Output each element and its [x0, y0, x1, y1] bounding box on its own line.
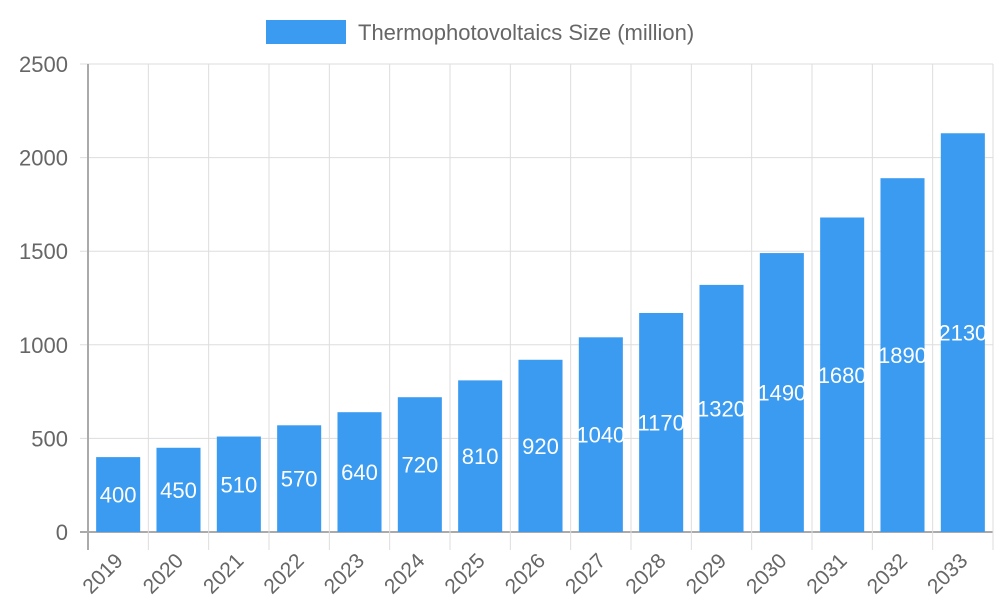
x-tick-label: 2023: [320, 549, 369, 598]
bar: [337, 412, 382, 532]
legend-label: Thermophotovoltaics Size (million): [358, 20, 694, 45]
data-labels: 400 450 510 570 640 720 810 920 1040 1170 1320 1490…: [100, 321, 988, 508]
data-label: 1490: [757, 381, 806, 406]
bar: [518, 359, 563, 532]
bar: [940, 133, 985, 532]
data-label: 570: [281, 467, 318, 492]
data-label: 920: [522, 434, 559, 459]
data-label: 720: [401, 453, 438, 478]
x-tick-label: 2027: [561, 549, 610, 598]
y-tick-label: 500: [31, 426, 68, 451]
x-tick-label: 2020: [139, 549, 188, 598]
data-label: 1680: [818, 363, 867, 388]
x-tick-label: 2026: [501, 549, 550, 598]
y-tick-label: 0: [56, 520, 68, 545]
bar: [277, 425, 322, 532]
data-label: 810: [462, 444, 499, 469]
data-label: 2130: [938, 321, 987, 346]
data-label: 1040: [576, 423, 625, 448]
bars: [96, 133, 985, 532]
bar: [397, 397, 442, 532]
bar: [96, 457, 141, 532]
legend-swatch: [266, 20, 346, 44]
x-tick-label: 2024: [380, 549, 430, 599]
x-tick-label: 2033: [923, 549, 972, 598]
data-label: 510: [220, 472, 257, 497]
x-axis: 2019 2020 2021 2022 2023 2024 2025 2026 2027 2028…: [78, 549, 972, 599]
data-label: 1170: [638, 410, 685, 435]
bar: [578, 337, 623, 532]
data-label: 640: [341, 460, 378, 485]
x-tick-label: 2029: [682, 549, 731, 598]
bar: [759, 253, 804, 532]
x-tick-label: 2025: [440, 549, 489, 598]
data-label: 1890: [878, 343, 927, 368]
x-tick-label: 2019: [78, 549, 127, 598]
x-tick-label: 2022: [259, 549, 308, 598]
y-tick-label: 2500: [19, 52, 68, 77]
legend[interactable]: Thermophotovoltaics Size (million): [266, 20, 694, 45]
y-tick-label: 2000: [19, 146, 68, 171]
x-tick-label: 2021: [199, 549, 248, 598]
bar: [156, 447, 201, 532]
bar: [880, 178, 925, 532]
data-label: 450: [160, 478, 197, 503]
x-tick-label: 2032: [863, 549, 912, 598]
bar: [458, 380, 503, 532]
x-tick-label: 2030: [742, 549, 791, 598]
y-tick-label: 1500: [19, 239, 68, 264]
y-tick-label: 1000: [19, 333, 68, 358]
x-tick-label: 2031: [802, 549, 851, 598]
data-label: 400: [100, 483, 137, 508]
y-axis: 0 500 1000 1500 2000 2500: [19, 52, 68, 545]
x-tick-label: 2028: [621, 549, 670, 598]
bar: [699, 284, 744, 532]
bar: [639, 312, 684, 532]
bar: [820, 217, 865, 532]
bar: [216, 436, 261, 532]
data-label: 1320: [697, 396, 746, 421]
grid: [80, 63, 994, 550]
